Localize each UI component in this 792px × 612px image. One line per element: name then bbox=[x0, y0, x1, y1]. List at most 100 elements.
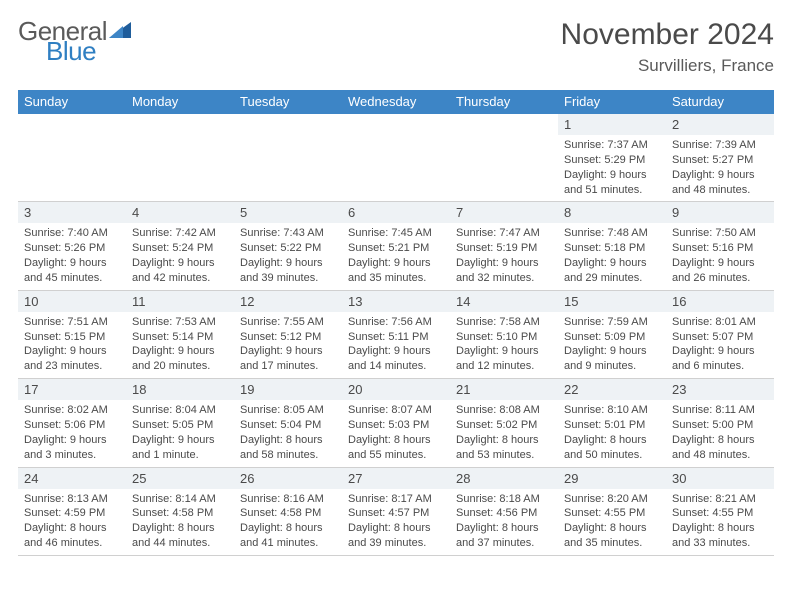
day-number: 4 bbox=[126, 202, 234, 223]
daylight-text: Daylight: 8 hours and 39 minutes. bbox=[348, 521, 444, 551]
calendar-day: 27Sunrise: 8:17 AMSunset: 4:57 PMDayligh… bbox=[342, 468, 450, 555]
sunrise-text: Sunrise: 7:48 AM bbox=[564, 226, 660, 241]
brand-part2: Blue bbox=[46, 38, 133, 64]
daylight-text: Daylight: 9 hours and 45 minutes. bbox=[24, 256, 120, 286]
day-details: Sunrise: 7:55 AMSunset: 5:12 PMDaylight:… bbox=[234, 312, 342, 378]
day-number: 15 bbox=[558, 291, 666, 312]
sunrise-text: Sunrise: 7:51 AM bbox=[24, 315, 120, 330]
calendar-week: 17Sunrise: 8:02 AMSunset: 5:06 PMDayligh… bbox=[18, 379, 774, 467]
calendar-day bbox=[450, 114, 558, 201]
calendar-day: 17Sunrise: 8:02 AMSunset: 5:06 PMDayligh… bbox=[18, 379, 126, 466]
day-number: 20 bbox=[342, 379, 450, 400]
daylight-text: Daylight: 8 hours and 37 minutes. bbox=[456, 521, 552, 551]
day-number: 10 bbox=[18, 291, 126, 312]
sunset-text: Sunset: 4:58 PM bbox=[132, 506, 228, 521]
day-number: 2 bbox=[666, 114, 774, 135]
sunrise-text: Sunrise: 7:45 AM bbox=[348, 226, 444, 241]
daylight-text: Daylight: 8 hours and 33 minutes. bbox=[672, 521, 768, 551]
weekday-header-row: SundayMondayTuesdayWednesdayThursdayFrid… bbox=[18, 90, 774, 114]
day-details: Sunrise: 7:51 AMSunset: 5:15 PMDaylight:… bbox=[18, 312, 126, 378]
daylight-text: Daylight: 8 hours and 53 minutes. bbox=[456, 433, 552, 463]
day-number: 13 bbox=[342, 291, 450, 312]
calendar-day: 14Sunrise: 7:58 AMSunset: 5:10 PMDayligh… bbox=[450, 291, 558, 378]
daylight-text: Daylight: 8 hours and 41 minutes. bbox=[240, 521, 336, 551]
daylight-text: Daylight: 8 hours and 48 minutes. bbox=[672, 433, 768, 463]
sunset-text: Sunset: 5:18 PM bbox=[564, 241, 660, 256]
sunset-text: Sunset: 5:16 PM bbox=[672, 241, 768, 256]
sunrise-text: Sunrise: 8:07 AM bbox=[348, 403, 444, 418]
sunrise-text: Sunrise: 7:59 AM bbox=[564, 315, 660, 330]
calendar-day: 28Sunrise: 8:18 AMSunset: 4:56 PMDayligh… bbox=[450, 468, 558, 555]
day-number bbox=[18, 114, 126, 135]
sunrise-text: Sunrise: 8:13 AM bbox=[24, 492, 120, 507]
calendar-day: 13Sunrise: 7:56 AMSunset: 5:11 PMDayligh… bbox=[342, 291, 450, 378]
day-number: 26 bbox=[234, 468, 342, 489]
daylight-text: Daylight: 9 hours and 51 minutes. bbox=[564, 168, 660, 198]
daylight-text: Daylight: 9 hours and 48 minutes. bbox=[672, 168, 768, 198]
calendar-day: 5Sunrise: 7:43 AMSunset: 5:22 PMDaylight… bbox=[234, 202, 342, 289]
calendar-day: 11Sunrise: 7:53 AMSunset: 5:14 PMDayligh… bbox=[126, 291, 234, 378]
calendar-day: 10Sunrise: 7:51 AMSunset: 5:15 PMDayligh… bbox=[18, 291, 126, 378]
calendar-day: 25Sunrise: 8:14 AMSunset: 4:58 PMDayligh… bbox=[126, 468, 234, 555]
sunrise-text: Sunrise: 8:21 AM bbox=[672, 492, 768, 507]
daylight-text: Daylight: 9 hours and 6 minutes. bbox=[672, 344, 768, 374]
day-details: Sunrise: 8:01 AMSunset: 5:07 PMDaylight:… bbox=[666, 312, 774, 378]
sunset-text: Sunset: 4:55 PM bbox=[672, 506, 768, 521]
sunset-text: Sunset: 5:24 PM bbox=[132, 241, 228, 256]
day-number: 28 bbox=[450, 468, 558, 489]
daylight-text: Daylight: 9 hours and 42 minutes. bbox=[132, 256, 228, 286]
day-number: 17 bbox=[18, 379, 126, 400]
sunrise-text: Sunrise: 7:55 AM bbox=[240, 315, 336, 330]
day-details: Sunrise: 8:21 AMSunset: 4:55 PMDaylight:… bbox=[666, 489, 774, 555]
weekday-header: Wednesday bbox=[342, 90, 450, 114]
sunrise-text: Sunrise: 7:58 AM bbox=[456, 315, 552, 330]
day-number: 27 bbox=[342, 468, 450, 489]
weekday-header: Tuesday bbox=[234, 90, 342, 114]
sunrise-text: Sunrise: 7:39 AM bbox=[672, 138, 768, 153]
day-details: Sunrise: 7:50 AMSunset: 5:16 PMDaylight:… bbox=[666, 223, 774, 289]
calendar-day: 26Sunrise: 8:16 AMSunset: 4:58 PMDayligh… bbox=[234, 468, 342, 555]
day-number: 16 bbox=[666, 291, 774, 312]
calendar-day: 12Sunrise: 7:55 AMSunset: 5:12 PMDayligh… bbox=[234, 291, 342, 378]
sunrise-text: Sunrise: 8:18 AM bbox=[456, 492, 552, 507]
calendar-body: 1Sunrise: 7:37 AMSunset: 5:29 PMDaylight… bbox=[18, 114, 774, 556]
sunrise-text: Sunrise: 7:47 AM bbox=[456, 226, 552, 241]
day-number: 9 bbox=[666, 202, 774, 223]
daylight-text: Daylight: 9 hours and 23 minutes. bbox=[24, 344, 120, 374]
day-details: Sunrise: 8:14 AMSunset: 4:58 PMDaylight:… bbox=[126, 489, 234, 555]
sunrise-text: Sunrise: 8:02 AM bbox=[24, 403, 120, 418]
daylight-text: Daylight: 9 hours and 14 minutes. bbox=[348, 344, 444, 374]
daylight-text: Daylight: 9 hours and 12 minutes. bbox=[456, 344, 552, 374]
sunset-text: Sunset: 5:02 PM bbox=[456, 418, 552, 433]
sunset-text: Sunset: 5:06 PM bbox=[24, 418, 120, 433]
day-number: 5 bbox=[234, 202, 342, 223]
calendar-day: 22Sunrise: 8:10 AMSunset: 5:01 PMDayligh… bbox=[558, 379, 666, 466]
day-details: Sunrise: 8:02 AMSunset: 5:06 PMDaylight:… bbox=[18, 400, 126, 466]
daylight-text: Daylight: 8 hours and 44 minutes. bbox=[132, 521, 228, 551]
sunrise-text: Sunrise: 8:08 AM bbox=[456, 403, 552, 418]
day-number bbox=[234, 114, 342, 135]
calendar-day: 4Sunrise: 7:42 AMSunset: 5:24 PMDaylight… bbox=[126, 202, 234, 289]
daylight-text: Daylight: 9 hours and 17 minutes. bbox=[240, 344, 336, 374]
calendar-day: 30Sunrise: 8:21 AMSunset: 4:55 PMDayligh… bbox=[666, 468, 774, 555]
daylight-text: Daylight: 9 hours and 9 minutes. bbox=[564, 344, 660, 374]
sunrise-text: Sunrise: 7:50 AM bbox=[672, 226, 768, 241]
day-details: Sunrise: 7:43 AMSunset: 5:22 PMDaylight:… bbox=[234, 223, 342, 289]
sunrise-text: Sunrise: 8:14 AM bbox=[132, 492, 228, 507]
daylight-text: Daylight: 9 hours and 20 minutes. bbox=[132, 344, 228, 374]
day-details: Sunrise: 7:39 AMSunset: 5:27 PMDaylight:… bbox=[666, 135, 774, 201]
weekday-header: Monday bbox=[126, 90, 234, 114]
calendar-day bbox=[126, 114, 234, 201]
day-number bbox=[342, 114, 450, 135]
sunrise-text: Sunrise: 7:40 AM bbox=[24, 226, 120, 241]
sunset-text: Sunset: 4:57 PM bbox=[348, 506, 444, 521]
day-number: 14 bbox=[450, 291, 558, 312]
sunrise-text: Sunrise: 8:20 AM bbox=[564, 492, 660, 507]
day-number: 8 bbox=[558, 202, 666, 223]
day-number: 11 bbox=[126, 291, 234, 312]
day-details: Sunrise: 7:47 AMSunset: 5:19 PMDaylight:… bbox=[450, 223, 558, 289]
sunset-text: Sunset: 5:05 PM bbox=[132, 418, 228, 433]
calendar-day: 9Sunrise: 7:50 AMSunset: 5:16 PMDaylight… bbox=[666, 202, 774, 289]
calendar-day: 16Sunrise: 8:01 AMSunset: 5:07 PMDayligh… bbox=[666, 291, 774, 378]
location: Survilliers, France bbox=[561, 56, 774, 76]
